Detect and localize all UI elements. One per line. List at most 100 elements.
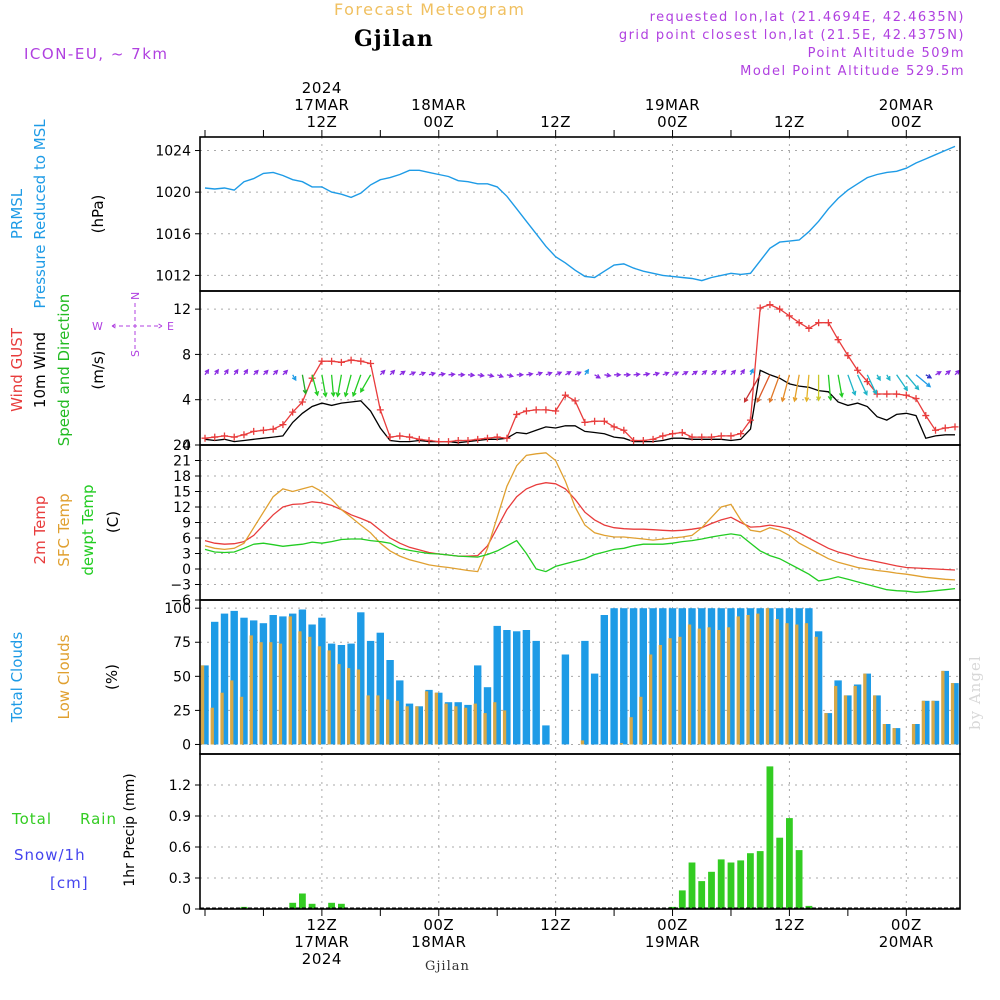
total-clouds-bar <box>493 625 501 745</box>
rain-bar <box>698 881 706 909</box>
gust-marker <box>854 366 862 374</box>
low-clouds-bar <box>317 646 322 745</box>
gust-marker <box>464 436 472 444</box>
gust-marker <box>620 426 628 434</box>
model-label: ICON-EU, ~ 7km <box>24 45 169 63</box>
wind-direction-arrow <box>330 374 336 398</box>
wind-direction-arrow <box>743 374 761 403</box>
total-clouds-bar <box>844 695 852 745</box>
requested-coords: requested lon,lat (21.4694E, 42.4635N) <box>649 10 965 25</box>
total-clouds-bar <box>259 623 268 745</box>
y-tick-label: 12 <box>173 500 191 516</box>
wind-direction-arrow <box>896 374 908 392</box>
total-clouds-bar <box>814 631 823 745</box>
total-clouds-bar <box>464 704 472 745</box>
top-time-label: 00Z <box>891 113 922 131</box>
y-tick-label: −6 <box>170 593 191 609</box>
total-clouds-bar <box>581 640 589 745</box>
low-clouds-bar <box>678 636 682 745</box>
low-clouds-bar <box>386 699 390 745</box>
low-clouds-bar <box>950 683 955 745</box>
rain-bar <box>805 905 813 909</box>
bottom-time-label: 12Z <box>774 916 805 934</box>
gust-marker <box>318 357 326 365</box>
total-clouds-bar <box>415 706 423 745</box>
gust-marker <box>220 432 228 440</box>
wind-direction-arrow <box>343 374 352 398</box>
gust-marker <box>698 433 706 441</box>
low-clouds-bar <box>278 643 283 745</box>
rain-bar <box>308 903 316 909</box>
wind-direction-arrow <box>506 373 515 378</box>
total-clouds-bar <box>941 670 949 745</box>
location-title: Gjilan <box>354 26 434 52</box>
rain-bar <box>795 850 803 909</box>
wind-direction-arrow <box>792 374 800 403</box>
low-clouds-bar <box>337 664 341 745</box>
low-clouds-bar <box>658 645 662 745</box>
wind-direction-label: Speed and Direction <box>55 294 73 447</box>
low-clouds-bar <box>415 706 419 745</box>
low-clouds-bar <box>921 700 925 745</box>
low-clouds-bar <box>473 703 477 745</box>
low-clouds-bar <box>873 695 877 745</box>
total-clouds-bar <box>590 673 599 745</box>
rain-bar <box>766 766 774 909</box>
low-clouds-bar <box>804 623 809 745</box>
gust-marker <box>357 357 365 365</box>
wind-direction-arrow <box>311 374 320 397</box>
rain-bar <box>727 862 735 909</box>
total-clouds-bar <box>951 683 959 745</box>
rain-bar <box>756 851 764 909</box>
wind-direction-arrow <box>496 373 505 379</box>
y-tick-label: 1016 <box>155 227 191 243</box>
gust-marker <box>279 421 287 429</box>
low-clouds-bar <box>444 703 448 745</box>
gust-marker <box>328 357 336 365</box>
gust-marker <box>610 423 618 431</box>
low-clouds-bar <box>717 630 721 745</box>
panel-frame-precipitation <box>199 753 961 910</box>
dewpoint-label: dewpt Temp <box>79 484 97 575</box>
gust-marker <box>230 433 238 441</box>
wind-direction-arrow <box>301 374 308 395</box>
gust-marker <box>532 406 540 414</box>
wind-direction-arrow <box>837 374 844 398</box>
total-clouds-bar <box>824 713 833 745</box>
total-clouds-bar <box>931 700 940 745</box>
total-clouds-bar <box>396 680 404 745</box>
total-clouds-bar <box>717 608 725 745</box>
gust-marker <box>922 412 930 420</box>
total-clouds-bar <box>347 643 355 745</box>
low-clouds-bar <box>892 728 896 745</box>
bottom-time-label: 12Z <box>540 916 571 934</box>
low-clouds-bar <box>785 623 789 745</box>
wind-unit-label: (m/s) <box>89 350 107 389</box>
y-tick-label: 9 <box>182 516 191 532</box>
wind-direction-arrow <box>272 369 279 376</box>
total-clouds-bar <box>766 608 774 745</box>
low-clouds-bar <box>882 724 886 745</box>
total-clouds-bar <box>503 630 511 745</box>
gust-marker <box>435 438 443 446</box>
y-tick-label: 0 <box>182 737 191 753</box>
gust-marker <box>766 301 774 309</box>
y-tick-label: 1.2 <box>169 778 191 794</box>
low-clouds-bar <box>269 642 273 745</box>
rain-bar <box>338 903 345 909</box>
y-tick-label: 0 <box>182 562 191 578</box>
top-time-label: 17MAR <box>294 96 349 114</box>
gust-marker <box>707 433 715 441</box>
gust-marker <box>542 406 550 414</box>
total-clouds-bar <box>668 608 677 745</box>
gust-marker <box>406 433 414 441</box>
total-clouds-bar <box>250 620 258 745</box>
total-clouds-bar <box>230 610 238 745</box>
total-clouds-bar <box>834 680 842 745</box>
wind-direction-arrow <box>351 374 362 398</box>
total-clouds-bar <box>435 692 443 745</box>
wind-direction-arrow <box>526 371 534 377</box>
wind-direction-arrow <box>701 370 708 376</box>
wind-direction-arrow <box>379 369 386 376</box>
total-clouds-bar <box>883 724 891 745</box>
